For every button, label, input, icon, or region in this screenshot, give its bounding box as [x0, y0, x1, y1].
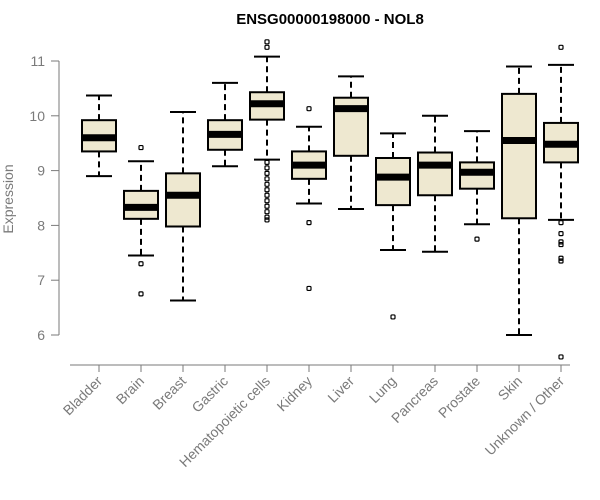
box-liver: [333, 75, 369, 210]
y-tick-label: 7: [37, 272, 45, 288]
x-tick-label: Liver: [324, 373, 357, 406]
box-gastric: [207, 81, 243, 168]
outlier-point: [390, 314, 396, 320]
x-tick-label: Brain: [113, 373, 147, 407]
outlier-point: [264, 170, 270, 176]
outlier-point: [306, 285, 312, 292]
box-iqr: [417, 151, 453, 197]
outlier-point: [264, 44, 270, 50]
outlier-point: [264, 165, 270, 171]
box-hematopoietic-cells: [249, 39, 285, 223]
outlier-point: [264, 217, 270, 223]
outlier-point: [264, 203, 270, 209]
outlier-point: [558, 231, 564, 237]
outlier-point: [306, 106, 312, 112]
chart-title: ENSG00000198000 - NOL8: [236, 11, 424, 28]
outlier-point: [264, 198, 270, 204]
box-iqr: [165, 172, 201, 228]
x-tick-label: Unknown / Other: [482, 373, 568, 459]
box-kidney: [291, 106, 327, 292]
x-tick-label: Breast: [149, 373, 189, 413]
outlier-point: [264, 176, 270, 182]
outlier-point: [558, 241, 564, 248]
box-pancreas: [417, 114, 453, 253]
box-prostate: [459, 130, 495, 242]
box-breast: [165, 110, 201, 302]
box-lung: [375, 132, 411, 320]
outlier-point: [474, 236, 480, 242]
boxes: [81, 39, 579, 360]
y-axis-label: Expression: [0, 164, 16, 233]
outlier-point: [558, 44, 564, 50]
outlier-point: [558, 354, 564, 360]
outlier-point: [264, 209, 270, 215]
x-tick-label: Skin: [495, 373, 526, 404]
y-tick-label: 8: [37, 217, 45, 233]
outlier-point: [264, 192, 270, 198]
y-tick-label: 6: [37, 327, 45, 343]
box-brain: [123, 144, 159, 297]
outlier-point: [264, 187, 270, 193]
outlier-point: [264, 159, 270, 165]
outlier-point: [558, 258, 564, 264]
x-tick-label: Kidney: [274, 373, 316, 415]
y-tick-label: 9: [37, 163, 45, 179]
y-tick-label: 11: [30, 53, 45, 69]
x-tick-label: Lung: [366, 373, 399, 406]
outlier-point: [264, 39, 270, 45]
x-tick-label: Pancreas: [388, 373, 441, 426]
box-unknown-other: [543, 44, 579, 360]
x-tick-label: Prostate: [435, 373, 483, 421]
box-skin: [501, 65, 537, 336]
outlier-point: [138, 261, 144, 267]
box-iqr: [501, 92, 537, 220]
y-ticks: 6 7 8 9 10 11: [29, 53, 59, 343]
box-iqr: [375, 156, 411, 207]
x-tick-label: Bladder: [60, 373, 106, 419]
y-tick-label: 10: [29, 108, 45, 124]
outlier-point: [558, 239, 564, 245]
outlier-point: [558, 220, 564, 226]
outlier-point: [264, 214, 270, 220]
outlier-point: [138, 144, 144, 151]
outlier-point: [306, 220, 312, 226]
outlier-point: [138, 291, 144, 297]
outlier-point: [264, 181, 270, 187]
box-bladder: [81, 94, 117, 178]
outlier-point: [558, 255, 564, 261]
